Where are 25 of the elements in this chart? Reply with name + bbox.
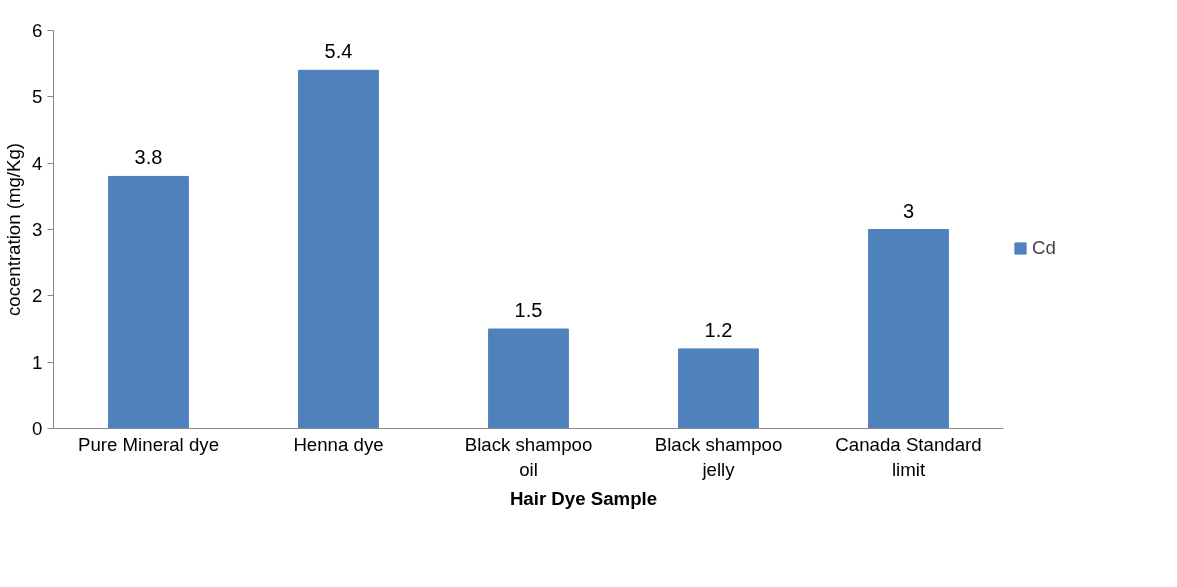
data-label: 3.8 (134, 146, 163, 169)
bar (298, 69, 379, 429)
x-tick-label: Black shampoo oil (464, 433, 593, 480)
y-tick-label: 3 (32, 219, 43, 240)
legend-label: Cd (1032, 237, 1056, 259)
x-tick-label: Henna dye (293, 433, 384, 455)
x-axis-title: Hair Dye Sample (509, 487, 658, 509)
y-tick-label: 2 (32, 285, 43, 307)
data-label: 1.2 (704, 318, 733, 341)
bar (108, 175, 189, 429)
y-tick-label: 5 (32, 86, 43, 108)
y-axis-title: cocentration (mg/Kg) (3, 142, 25, 317)
data-label: 1.5 (514, 299, 543, 321)
bar (678, 348, 759, 429)
y-tick-label: 6 (32, 20, 43, 41)
bar (488, 328, 569, 429)
data-label: 5.4 (324, 40, 353, 63)
y-tick-label: 1 (32, 351, 43, 373)
x-tick-label: Canada Standard limit (835, 433, 982, 480)
y-tick-label: 0 (32, 418, 43, 439)
y-tick-label: 4 (32, 152, 43, 174)
x-tick-label: Black shampoo jelly (654, 433, 783, 480)
data-label: 3 (902, 199, 915, 222)
bar (868, 229, 949, 429)
x-tick-label: Pure Mineral dye (77, 433, 220, 455)
